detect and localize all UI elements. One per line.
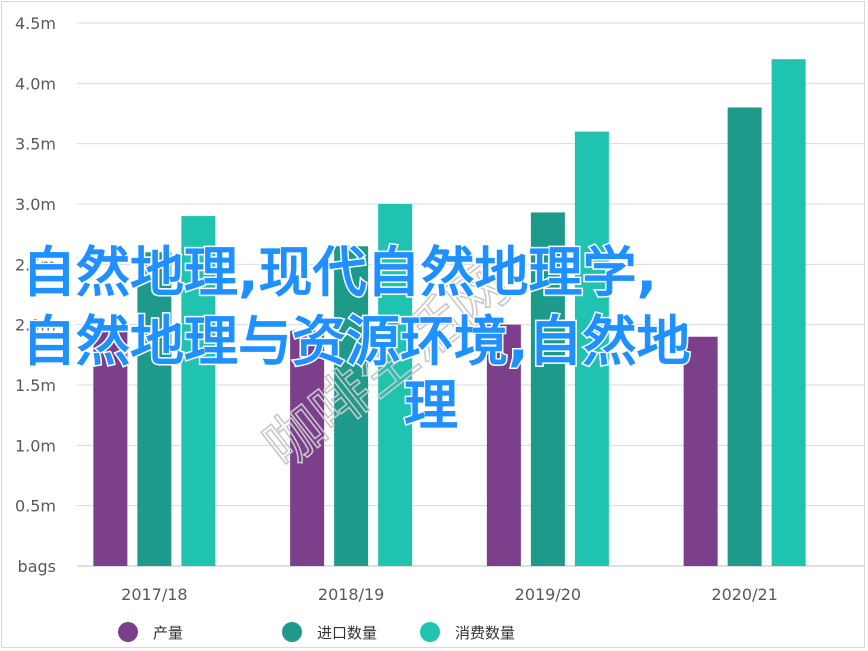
bar-2017-18-series-0 bbox=[93, 330, 128, 566]
overlay-title: 自然地理,现代自然地理学, 自然地理与资源环境,自然地 理 bbox=[21, 240, 693, 439]
x-tick-label: 2019/20 bbox=[515, 585, 581, 604]
bar-2020-21-series-1 bbox=[727, 107, 762, 566]
overlay-title-line-1: 自然地理,现代自然地理学, bbox=[22, 241, 657, 304]
bar-2018-19-series-2 bbox=[378, 204, 413, 566]
bars bbox=[93, 59, 806, 567]
bar-2017-18-series-1 bbox=[137, 252, 172, 566]
y-tick-label: bags bbox=[18, 557, 56, 576]
y-tick-label: 4.5m bbox=[15, 14, 56, 33]
y-tick-label: 1.5m bbox=[15, 376, 56, 395]
y-axis-ticks: bags 0.5m 1.0m 1.5m 2.0m 2.5m 3.0m 3.5m 4.0m 4.5m bbox=[15, 14, 56, 576]
legend-swatch bbox=[282, 622, 302, 642]
bar-2020-21-series-0 bbox=[683, 336, 718, 566]
x-tick-label: 2020/21 bbox=[711, 585, 777, 604]
y-tick-label: 2.5m bbox=[15, 255, 56, 274]
bar-2019-20-series-2 bbox=[574, 131, 609, 566]
x-tick-label: 2017/18 bbox=[121, 585, 187, 604]
bar-2018-19-series-0 bbox=[290, 330, 325, 566]
x-tick-label: 2018/19 bbox=[318, 585, 384, 604]
legend-label: 消费数量 bbox=[455, 624, 515, 642]
y-tick-label: 2.0m bbox=[15, 316, 56, 335]
y-tick-label: 1.0m bbox=[15, 436, 56, 455]
overlay-title-line-2: 自然地理与资源环境,自然地 bbox=[22, 310, 691, 373]
legend-label: 进口数量 bbox=[317, 624, 377, 642]
bar-2018-19-series-1 bbox=[334, 246, 369, 566]
bar-2020-21-series-2 bbox=[771, 59, 806, 566]
y-tick-label: 3.5m bbox=[15, 135, 56, 154]
bar-2017-18-series-2 bbox=[181, 216, 216, 567]
legend-swatch bbox=[118, 622, 138, 642]
y-tick-label: 3.0m bbox=[15, 195, 56, 214]
bar-2019-20-series-1 bbox=[530, 212, 565, 567]
x-axis-ticks: 2017/18 2018/19 2019/20 2020/21 bbox=[121, 585, 778, 604]
y-tick-label: 4.0m bbox=[15, 74, 56, 93]
bar-2019-20-series-0 bbox=[486, 324, 521, 566]
overlay-title-line-3: 理 bbox=[404, 374, 458, 437]
legend-label: 产量 bbox=[153, 624, 183, 642]
legend: 产量 进口数量 消费数量 bbox=[118, 622, 515, 642]
y-tick-label: 0.5m bbox=[15, 497, 56, 516]
legend-swatch bbox=[420, 622, 440, 642]
